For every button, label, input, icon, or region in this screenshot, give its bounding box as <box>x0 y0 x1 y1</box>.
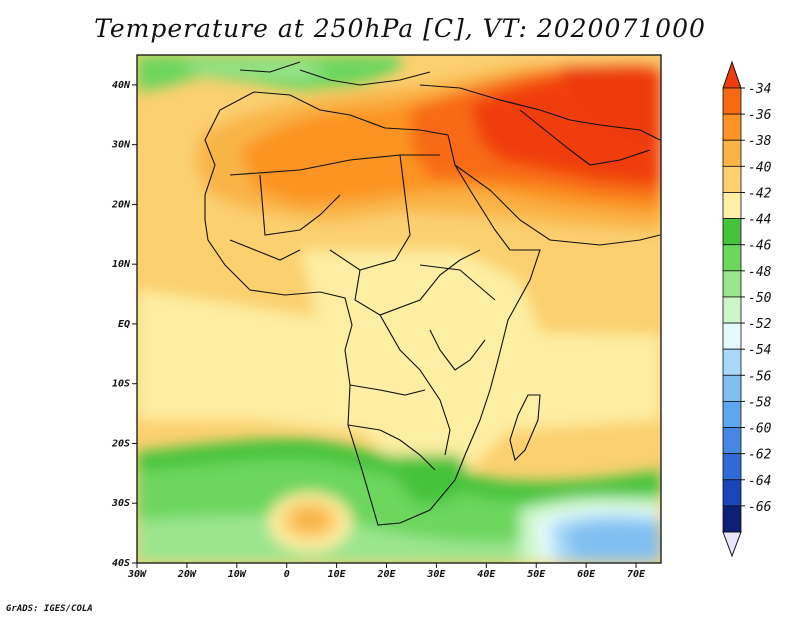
colorbar-label: -48 <box>748 265 772 280</box>
lat-tick-label: 10S <box>112 379 130 390</box>
colorbar-segment <box>722 87 742 115</box>
colorbar-label: -62 <box>748 448 772 463</box>
lon-tick-label: 50E <box>527 569 546 580</box>
grads-credit: GrADS: IGES/COLA <box>6 604 93 614</box>
lat-tick-label: 20N <box>111 199 131 210</box>
colorbar-top-arrow <box>722 60 742 89</box>
colorbar-segment <box>722 427 742 455</box>
colorbar-label: -44 <box>748 213 771 228</box>
lon-tick-label: 40E <box>477 569 496 580</box>
lat-tick-label: 30N <box>111 140 131 151</box>
colorbar-label: -66 <box>748 500 772 515</box>
colorbar-segment <box>722 348 742 376</box>
colorbar-label: -40 <box>748 160 772 175</box>
temperature-field <box>137 55 661 563</box>
colorbar-segment <box>722 479 742 507</box>
lat-tick-label: EQ <box>118 319 130 330</box>
colorbar-segment <box>722 165 742 193</box>
colorbar-label: -52 <box>748 317 772 332</box>
lon-tick-label: 20E <box>376 569 396 580</box>
lon-tick-label: 10E <box>328 569 347 580</box>
lat-tick-label: 20S <box>111 438 130 449</box>
colorbar-segment <box>722 244 742 272</box>
colorbar-label: -46 <box>748 239 772 254</box>
colorbar-label: -50 <box>748 291 772 306</box>
colorbar-segment <box>722 401 742 428</box>
lat-tick-label: 40S <box>112 558 130 569</box>
colorbar-segment <box>722 113 742 141</box>
lon-tick-label: 0 <box>284 569 290 580</box>
colorbar-segment <box>722 192 742 219</box>
lat-tick-label: 10N <box>112 259 131 270</box>
latitude-axis: 40N 30N 20N 10N EQ 10S 20S 30S 40S <box>111 80 137 569</box>
colorbar-segment <box>722 270 742 298</box>
colorbar-segment <box>722 296 742 324</box>
colorbar: -34 -36 -38 -40 -42 -44 -46 -48 -50 -52 -54 -56 -58 -… <box>722 60 772 558</box>
lon-tick-label: 60E <box>577 569 596 580</box>
colorbar-label: -60 <box>748 422 772 437</box>
colorbar-label: -64 <box>748 474 771 489</box>
colorbar-label: -56 <box>748 369 772 384</box>
colorbar-segment <box>722 218 742 246</box>
lon-tick-label: 20W <box>177 569 197 580</box>
colorbar-bottom-arrow <box>722 531 742 558</box>
colorbar-segment <box>722 453 742 481</box>
colorbar-label: -42 <box>748 186 772 201</box>
coastlines <box>204 61 661 526</box>
longitude-axis: 30W 20W 10W 0 10E 20E 30E 40E 50E 60E 70E <box>127 563 646 580</box>
colorbar-label: -54 <box>748 343 771 358</box>
colorbar-label: -36 <box>748 108 772 123</box>
map-title: Temperature at 250hPa [C], VT: 202007100… <box>94 14 706 43</box>
colorbar-label: -58 <box>748 395 772 410</box>
colorbar-segment <box>722 139 742 167</box>
colorbar-segment <box>722 322 742 350</box>
colorbar-label: -38 <box>748 134 772 149</box>
colorbar-label: -34 <box>748 82 771 97</box>
lon-tick-label: 30W <box>127 569 147 580</box>
lon-tick-label: 30E <box>426 569 446 580</box>
lon-tick-label: 70E <box>627 569 646 580</box>
lat-tick-label: 30S <box>111 498 130 509</box>
lon-tick-label: 10W <box>228 569 247 580</box>
colorbar-segment <box>722 374 742 402</box>
lat-tick-label: 40N <box>112 80 131 91</box>
colorbar-segment <box>722 505 742 533</box>
map-frame <box>136 54 662 564</box>
